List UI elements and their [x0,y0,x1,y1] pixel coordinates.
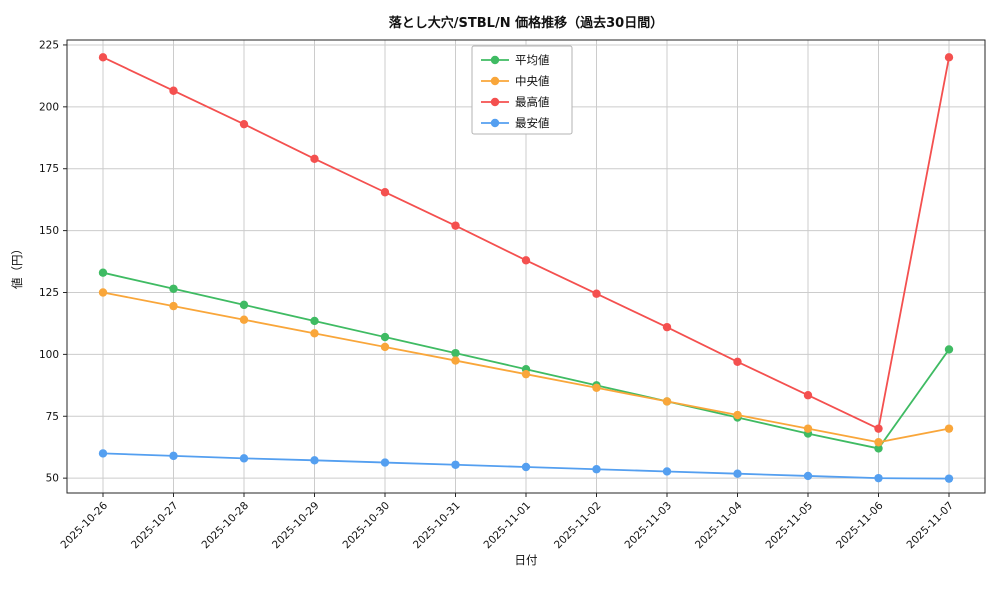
marker-max [98,53,108,62]
marker-median [169,301,178,311]
marker-median [803,424,813,433]
marker-max [239,119,249,129]
marker-median [592,383,601,392]
legend-swatch-marker [490,118,500,128]
marker-average [944,345,954,354]
legend-label: 最安値 [515,116,550,130]
marker-min [521,462,531,472]
marker-average [874,444,883,453]
x-tick-label: 2025-11-04 [693,499,745,551]
marker-median [98,288,108,297]
x-tick-label: 2025-10-26 [58,499,110,551]
marker-min [239,454,249,463]
x-tick-label: 2025-10-30 [340,500,392,552]
marker-average [98,268,108,277]
marker-median [380,342,390,352]
marker-min [380,458,390,467]
marker-max [521,256,531,265]
y-tick-label: 150 [39,225,59,237]
y-tick-label: 225 [39,39,59,51]
axis-ticks [63,44,950,497]
marker-max [944,53,954,62]
marker-max [733,357,742,367]
marker-min [662,467,672,476]
x-axis-label: 日付 [514,553,538,567]
legend-label: 中央値 [515,74,550,88]
marker-max [662,322,672,332]
marker-max [310,154,319,164]
y-tick-label: 100 [39,349,59,361]
marker-min [803,471,813,481]
x-tick-label: 2025-11-05 [763,500,815,552]
x-tick-label: 2025-10-31 [411,500,463,552]
y-tick-label: 75 [46,411,59,423]
x-tick-label: 2025-10-28 [199,500,251,552]
marker-median [239,315,249,324]
marker-min [874,473,883,483]
series-min [98,449,954,483]
x-tick-label: 2025-11-03 [622,500,674,552]
marker-max [451,221,460,230]
marker-median [874,438,883,447]
x-tick-label: 2025-11-07 [904,500,956,552]
marker-max [169,86,178,95]
marker-min [310,456,319,465]
marker-min [98,449,108,458]
marker-median [521,369,531,379]
marker-average [451,348,460,358]
y-tick-label: 50 [46,473,59,485]
marker-min [592,465,601,474]
x-tick-label: 2025-11-06 [834,499,886,551]
y-axis-label: 値（円） [10,243,24,289]
marker-median [662,397,672,406]
legend-swatch-marker [490,76,500,86]
series-median [98,288,954,447]
marker-average [239,300,249,310]
series-max [98,53,954,433]
grid [67,40,985,493]
marker-median [733,410,742,420]
legend-swatch-marker [490,55,500,65]
marker-max [803,391,813,400]
legend-box [471,45,573,135]
marker-max [874,424,883,433]
legend-swatch-marker [490,97,500,107]
y-tick-label: 200 [39,101,59,113]
legend-label: 最高値 [515,95,550,109]
marker-min [451,460,460,469]
x-tick-label: 2025-10-27 [129,500,181,552]
marker-max [592,289,601,298]
marker-average [380,332,390,342]
x-tick-label: 2025-11-01 [481,500,533,552]
chart-title: 落とし大穴/STBL/N 価格推移（過去30日間） [388,16,664,31]
legend-label: 平均値 [515,53,550,67]
x-tick-label: 2025-11-02 [552,500,604,552]
marker-median [310,329,319,338]
marker-min [944,474,954,483]
y-tick-label: 125 [39,287,59,299]
marker-min [169,451,178,461]
marker-average [310,316,319,326]
marker-median [451,356,460,365]
marker-median [944,424,954,433]
x-tick-label: 2025-10-29 [270,500,322,552]
marker-min [733,469,742,478]
y-tick-label: 175 [39,163,59,175]
marker-average [169,284,178,293]
marker-max [380,188,390,197]
